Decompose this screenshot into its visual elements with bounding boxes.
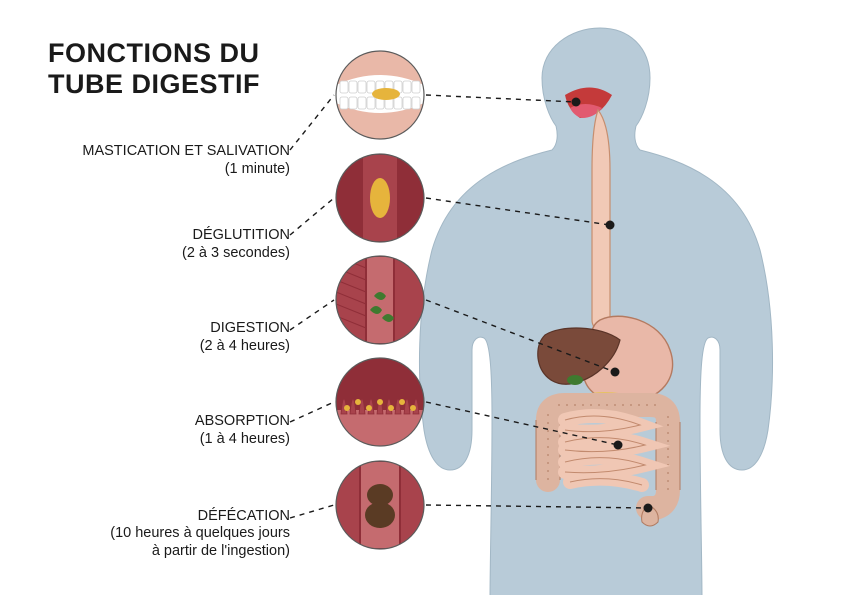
leader-absorption-left [290,402,334,422]
target-dot-deglutition [606,221,615,230]
medallion-defecation [336,461,424,549]
medallion-absorption [336,358,424,454]
leader-mastication-left [290,95,334,150]
stage-label-deglutition: DÉGLUTITION(2 à 3 secondes) [30,227,290,262]
stage-name: DIGESTION [30,320,290,337]
stage-label-mastication: MASTICATION ET SALIVATION(1 minute) [30,143,290,178]
diagram-title: FONCTIONS DU TUBE DIGESTIF [48,38,260,100]
medallion-group [336,51,424,549]
stage-name: DÉFÉCATION [10,508,290,525]
leader-digestion-left [290,300,334,330]
stage-time: (10 heures à quelques jours [10,525,290,542]
medallion-digestion [336,244,424,344]
stage-time: (2 à 3 secondes) [30,245,290,262]
stage-name: DÉGLUTITION [30,227,290,244]
stage-time: (2 à 4 heures) [30,338,290,355]
stage-name: ABSORPTION [30,413,290,430]
title-line-2: TUBE DIGESTIF [48,69,260,99]
medallion-mastication [336,51,424,139]
stage-label-defecation: DÉFÉCATION(10 heures à quelques joursà p… [10,508,290,560]
stage-label-absorption: ABSORPTION(1 à 4 heures) [30,413,290,448]
stage-time-2: à partir de l'ingestion) [10,543,290,560]
target-dot-mastication [572,98,581,107]
target-dot-defecation [644,504,653,513]
title-line-1: FONCTIONS DU [48,38,260,68]
stage-name: MASTICATION ET SALIVATION [30,143,290,160]
stage-label-digestion: DIGESTION(2 à 4 heures) [30,320,290,355]
medallion-deglutition [336,154,424,242]
target-dot-absorption [614,441,623,450]
leader-defecation-left [290,505,334,518]
target-dot-digestion [611,368,620,377]
stage-time: (1 à 4 heures) [30,431,290,448]
leader-deglutition-left [290,198,334,235]
stage-time: (1 minute) [30,161,290,178]
